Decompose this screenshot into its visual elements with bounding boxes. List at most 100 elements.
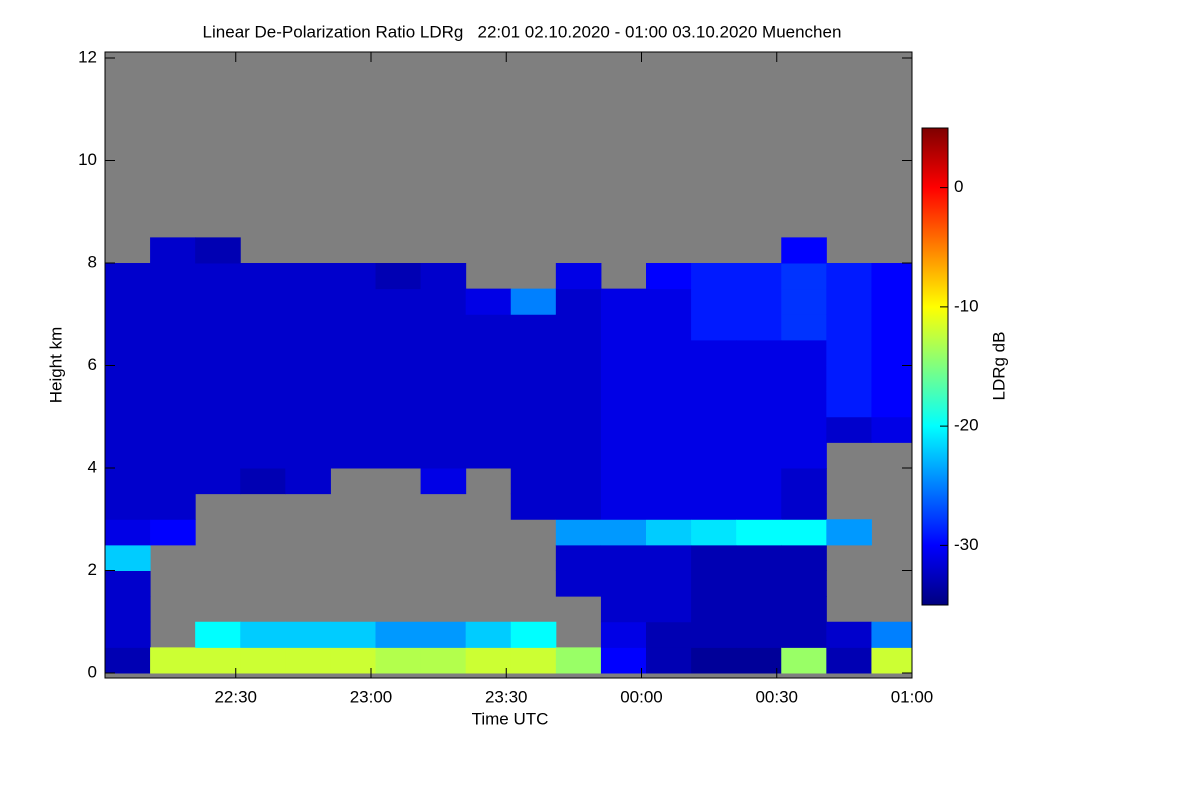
heatmap-cell (240, 647, 286, 674)
heatmap-cell (240, 365, 286, 392)
heatmap-cell (105, 468, 151, 495)
heatmap-cell (646, 288, 692, 315)
heatmap-cell (555, 493, 602, 520)
heatmap-cell (105, 416, 151, 443)
heatmap-cell (691, 391, 737, 418)
heatmap-cell (646, 391, 692, 418)
heatmap-cell (150, 647, 196, 674)
heatmap-cell (195, 468, 241, 495)
heatmap-cell (736, 365, 782, 392)
heatmap-cell (781, 416, 827, 443)
heatmap-cell (150, 365, 196, 392)
heatmap-cell (871, 391, 913, 418)
heatmap-cell (646, 570, 692, 597)
heatmap-cell (871, 647, 913, 674)
heatmap-cell (691, 468, 737, 495)
heatmap-cell (781, 647, 827, 674)
heatmap-cell (105, 493, 151, 520)
heatmap-cell (285, 288, 331, 315)
heatmap-cell (826, 365, 872, 392)
heatmap-cell (105, 288, 151, 315)
heatmap-cell (240, 263, 286, 290)
heatmap-cell (105, 391, 151, 418)
heatmap-cell (375, 647, 422, 674)
heatmap-cell (736, 493, 782, 520)
y-tick-label: 6 (88, 355, 97, 374)
heatmap-cell (420, 314, 467, 341)
colorbar-tick-label: -30 (954, 535, 979, 554)
heatmap-cell (736, 647, 782, 674)
heatmap-cell (150, 416, 196, 443)
heatmap-cell (105, 365, 151, 392)
heatmap-cell (555, 365, 602, 392)
heatmap-cell (646, 442, 692, 469)
heatmap-cell (420, 647, 467, 674)
heatmap-cell (646, 596, 692, 623)
heatmap-cell (510, 391, 557, 418)
colorbar-tick-label: -10 (954, 296, 979, 315)
chart-title: Linear De-Polarization Ratio LDRg 22:01 … (203, 22, 842, 41)
heatmap-cell (330, 339, 377, 366)
heatmap-cell (826, 391, 872, 418)
heatmap-cell (420, 391, 467, 418)
heatmap-cell (150, 263, 196, 290)
heatmap-cell (781, 288, 827, 315)
heatmap-cell (195, 288, 241, 315)
x-axis-label: Time UTC (472, 709, 549, 728)
heatmap-cell (465, 314, 512, 341)
heatmap-cell (465, 365, 512, 392)
heatmap-cell (736, 544, 782, 571)
heatmap-cell (510, 314, 557, 341)
heatmap-cell (600, 288, 647, 315)
heatmap-cell (510, 647, 557, 674)
y-tick-label: 0 (88, 662, 97, 681)
heatmap-cell (600, 647, 647, 674)
heatmap-cell (330, 314, 377, 341)
heatmap-cell (736, 519, 782, 546)
heatmap-cell (646, 647, 692, 674)
heatmap-cell (826, 416, 872, 443)
heatmap-cell (105, 339, 151, 366)
heatmap-cell (736, 570, 782, 597)
heatmap-cell (781, 365, 827, 392)
x-tick-label: 00:00 (620, 687, 663, 706)
heatmap-cell (285, 416, 331, 443)
heatmap-cell (420, 288, 467, 315)
heatmap-cell (781, 442, 827, 469)
x-tick-label: 22:30 (214, 687, 257, 706)
heatmap-cell (465, 647, 512, 674)
heatmap-cell (600, 442, 647, 469)
heatmap-cell (646, 365, 692, 392)
heatmap-cell (555, 263, 602, 290)
heatmap-cell (736, 288, 782, 315)
heatmap-cell (555, 314, 602, 341)
heatmap-cell (510, 621, 557, 648)
heatmap-cell (600, 519, 647, 546)
heatmap-cell (375, 339, 422, 366)
heatmap-cell (465, 288, 512, 315)
heatmap-cell (330, 391, 377, 418)
heatmap-cell (781, 519, 827, 546)
heatmap-cell (691, 288, 737, 315)
heatmap-cell (781, 339, 827, 366)
heatmap-cell (691, 442, 737, 469)
heatmap-cell (195, 339, 241, 366)
colorbar (921, 127, 949, 606)
heatmap-cell (105, 570, 151, 597)
heatmap-cell (736, 339, 782, 366)
heatmap-cell (781, 391, 827, 418)
heatmap-cell (691, 544, 737, 571)
heatmap-cell (646, 416, 692, 443)
heatmap-cell (465, 339, 512, 366)
heatmap-cell (330, 621, 377, 648)
heatmap-cell (465, 416, 512, 443)
heatmap-cell (510, 365, 557, 392)
heatmap-cell (375, 391, 422, 418)
heatmap-cell (195, 263, 241, 290)
heatmap-cell (375, 314, 422, 341)
heatmap-cell (240, 339, 286, 366)
heatmap-cell (330, 365, 377, 392)
heatmap-cell (736, 314, 782, 341)
heatmap-cell (555, 416, 602, 443)
